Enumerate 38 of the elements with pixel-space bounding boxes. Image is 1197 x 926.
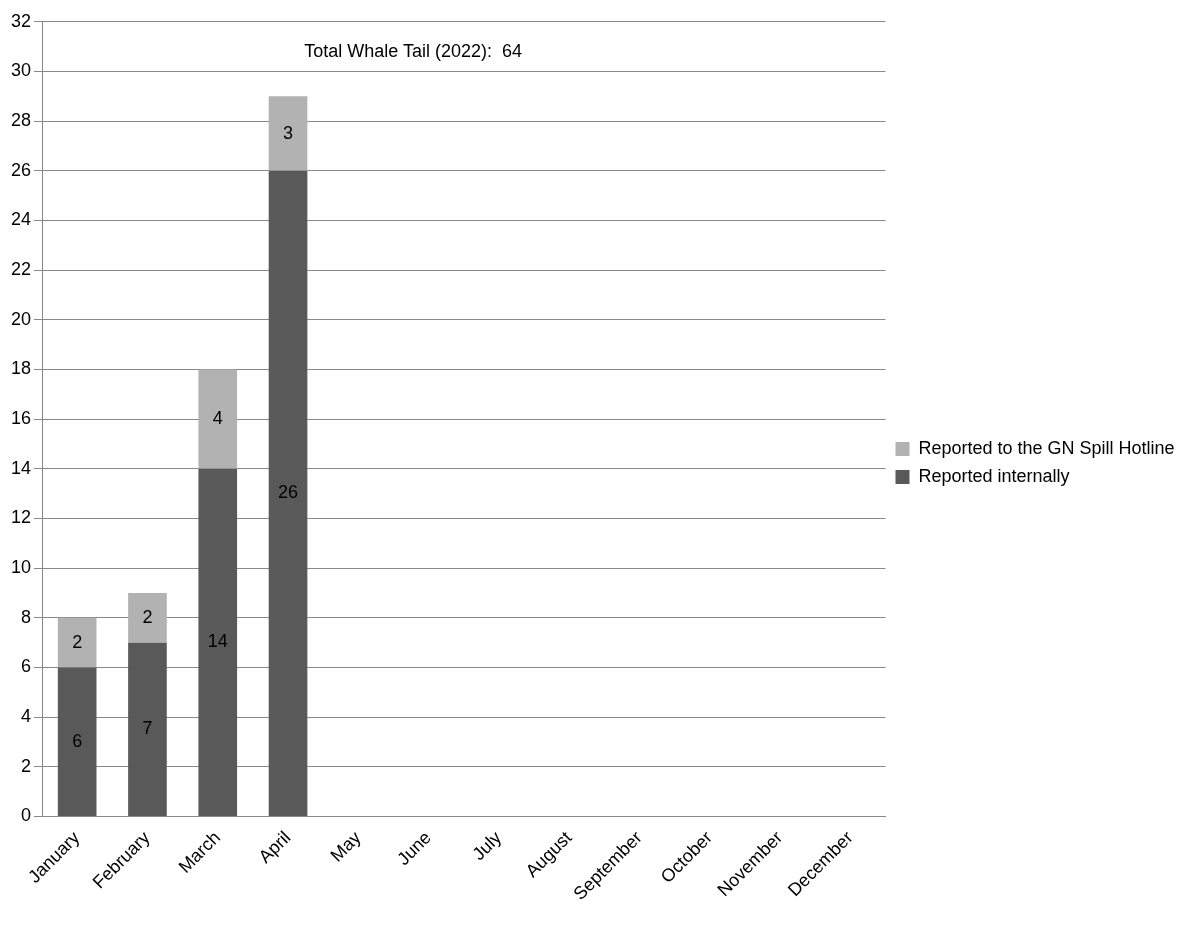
y-tick-label: 0 xyxy=(21,805,32,826)
data-label: 3 xyxy=(283,122,294,143)
bar xyxy=(198,369,238,469)
bar xyxy=(57,667,97,816)
bar xyxy=(198,468,238,816)
bar xyxy=(268,96,308,171)
data-label: 2 xyxy=(142,606,153,627)
y-tick-label: 16 xyxy=(10,408,32,429)
y-tick-label: 6 xyxy=(21,656,32,677)
y-tick-label: 18 xyxy=(10,358,32,379)
data-label: 2 xyxy=(72,631,83,652)
data-label: 4 xyxy=(212,408,223,429)
data-label: 14 xyxy=(207,631,228,652)
y-tick-label: 4 xyxy=(21,706,32,727)
legend-label: Reported internally xyxy=(918,465,1070,486)
y-tick-label: 22 xyxy=(10,259,32,280)
y-tick-label: 20 xyxy=(10,308,32,329)
bar xyxy=(128,642,167,816)
data-label: 26 xyxy=(278,482,299,503)
x-tick-label: May xyxy=(326,827,365,866)
legend-label: Reported to the GN Spill Hotline xyxy=(918,437,1175,458)
bar xyxy=(57,617,97,668)
data-label: 6 xyxy=(72,730,83,751)
annotation: Total Whale Tail (2022): 64 xyxy=(304,40,523,61)
data-label: 7 xyxy=(142,718,153,739)
bar xyxy=(268,170,308,816)
y-tick-label: 8 xyxy=(21,606,32,627)
y-tick-label: 12 xyxy=(10,507,32,528)
y-tick-label: 30 xyxy=(10,60,32,81)
y-tick-label: 28 xyxy=(10,110,32,131)
x-tick-label: July xyxy=(468,827,506,865)
y-tick-label: 10 xyxy=(10,557,32,578)
y-tick-label: 32 xyxy=(10,10,32,31)
bar xyxy=(128,592,167,643)
y-tick-label: 24 xyxy=(10,209,32,230)
y-tick-label: 14 xyxy=(10,457,32,478)
y-tick-label: 2 xyxy=(21,755,32,776)
y-tick-label: 26 xyxy=(10,159,32,180)
